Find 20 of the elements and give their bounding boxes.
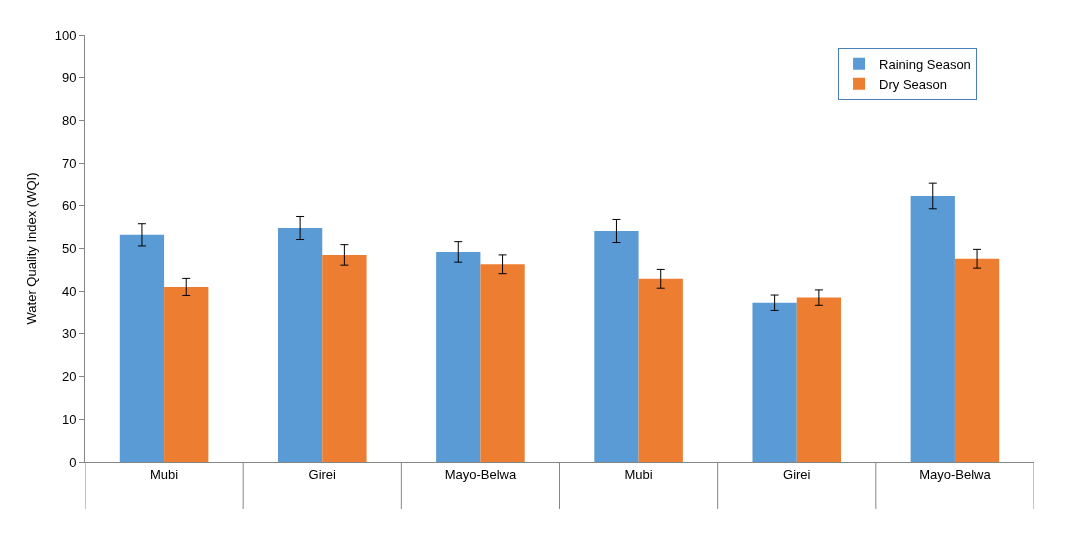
y-tick-label: 40 xyxy=(61,283,77,299)
y-tick-label: 10 xyxy=(61,411,77,427)
x-tick-label: Mayo-Belwa xyxy=(919,466,992,482)
x-tick-label: Mubi xyxy=(149,466,179,482)
legend-label: Dry Season xyxy=(879,76,947,92)
y-tick-label: 100 xyxy=(54,27,77,43)
y-tick-label: 0 xyxy=(69,454,77,470)
legend-label: Raining Season xyxy=(879,56,971,72)
y-tick-label: 90 xyxy=(61,70,77,86)
y-tick-label: 50 xyxy=(61,241,77,257)
y-tick-label: 30 xyxy=(61,326,77,342)
y-tick-label: 70 xyxy=(61,155,77,171)
y-tick-label: 80 xyxy=(61,112,77,128)
y-axis-title: Water Quality Index (WQI) xyxy=(23,172,39,325)
x-tick-label: Mubi xyxy=(624,466,653,482)
y-tick-label: 60 xyxy=(61,198,77,214)
x-tick-label: Girei xyxy=(783,466,811,482)
x-tick-label: Girei xyxy=(308,466,337,482)
y-tick-label: 20 xyxy=(61,369,77,385)
x-tick-label: Mayo-Belwa xyxy=(444,466,517,482)
